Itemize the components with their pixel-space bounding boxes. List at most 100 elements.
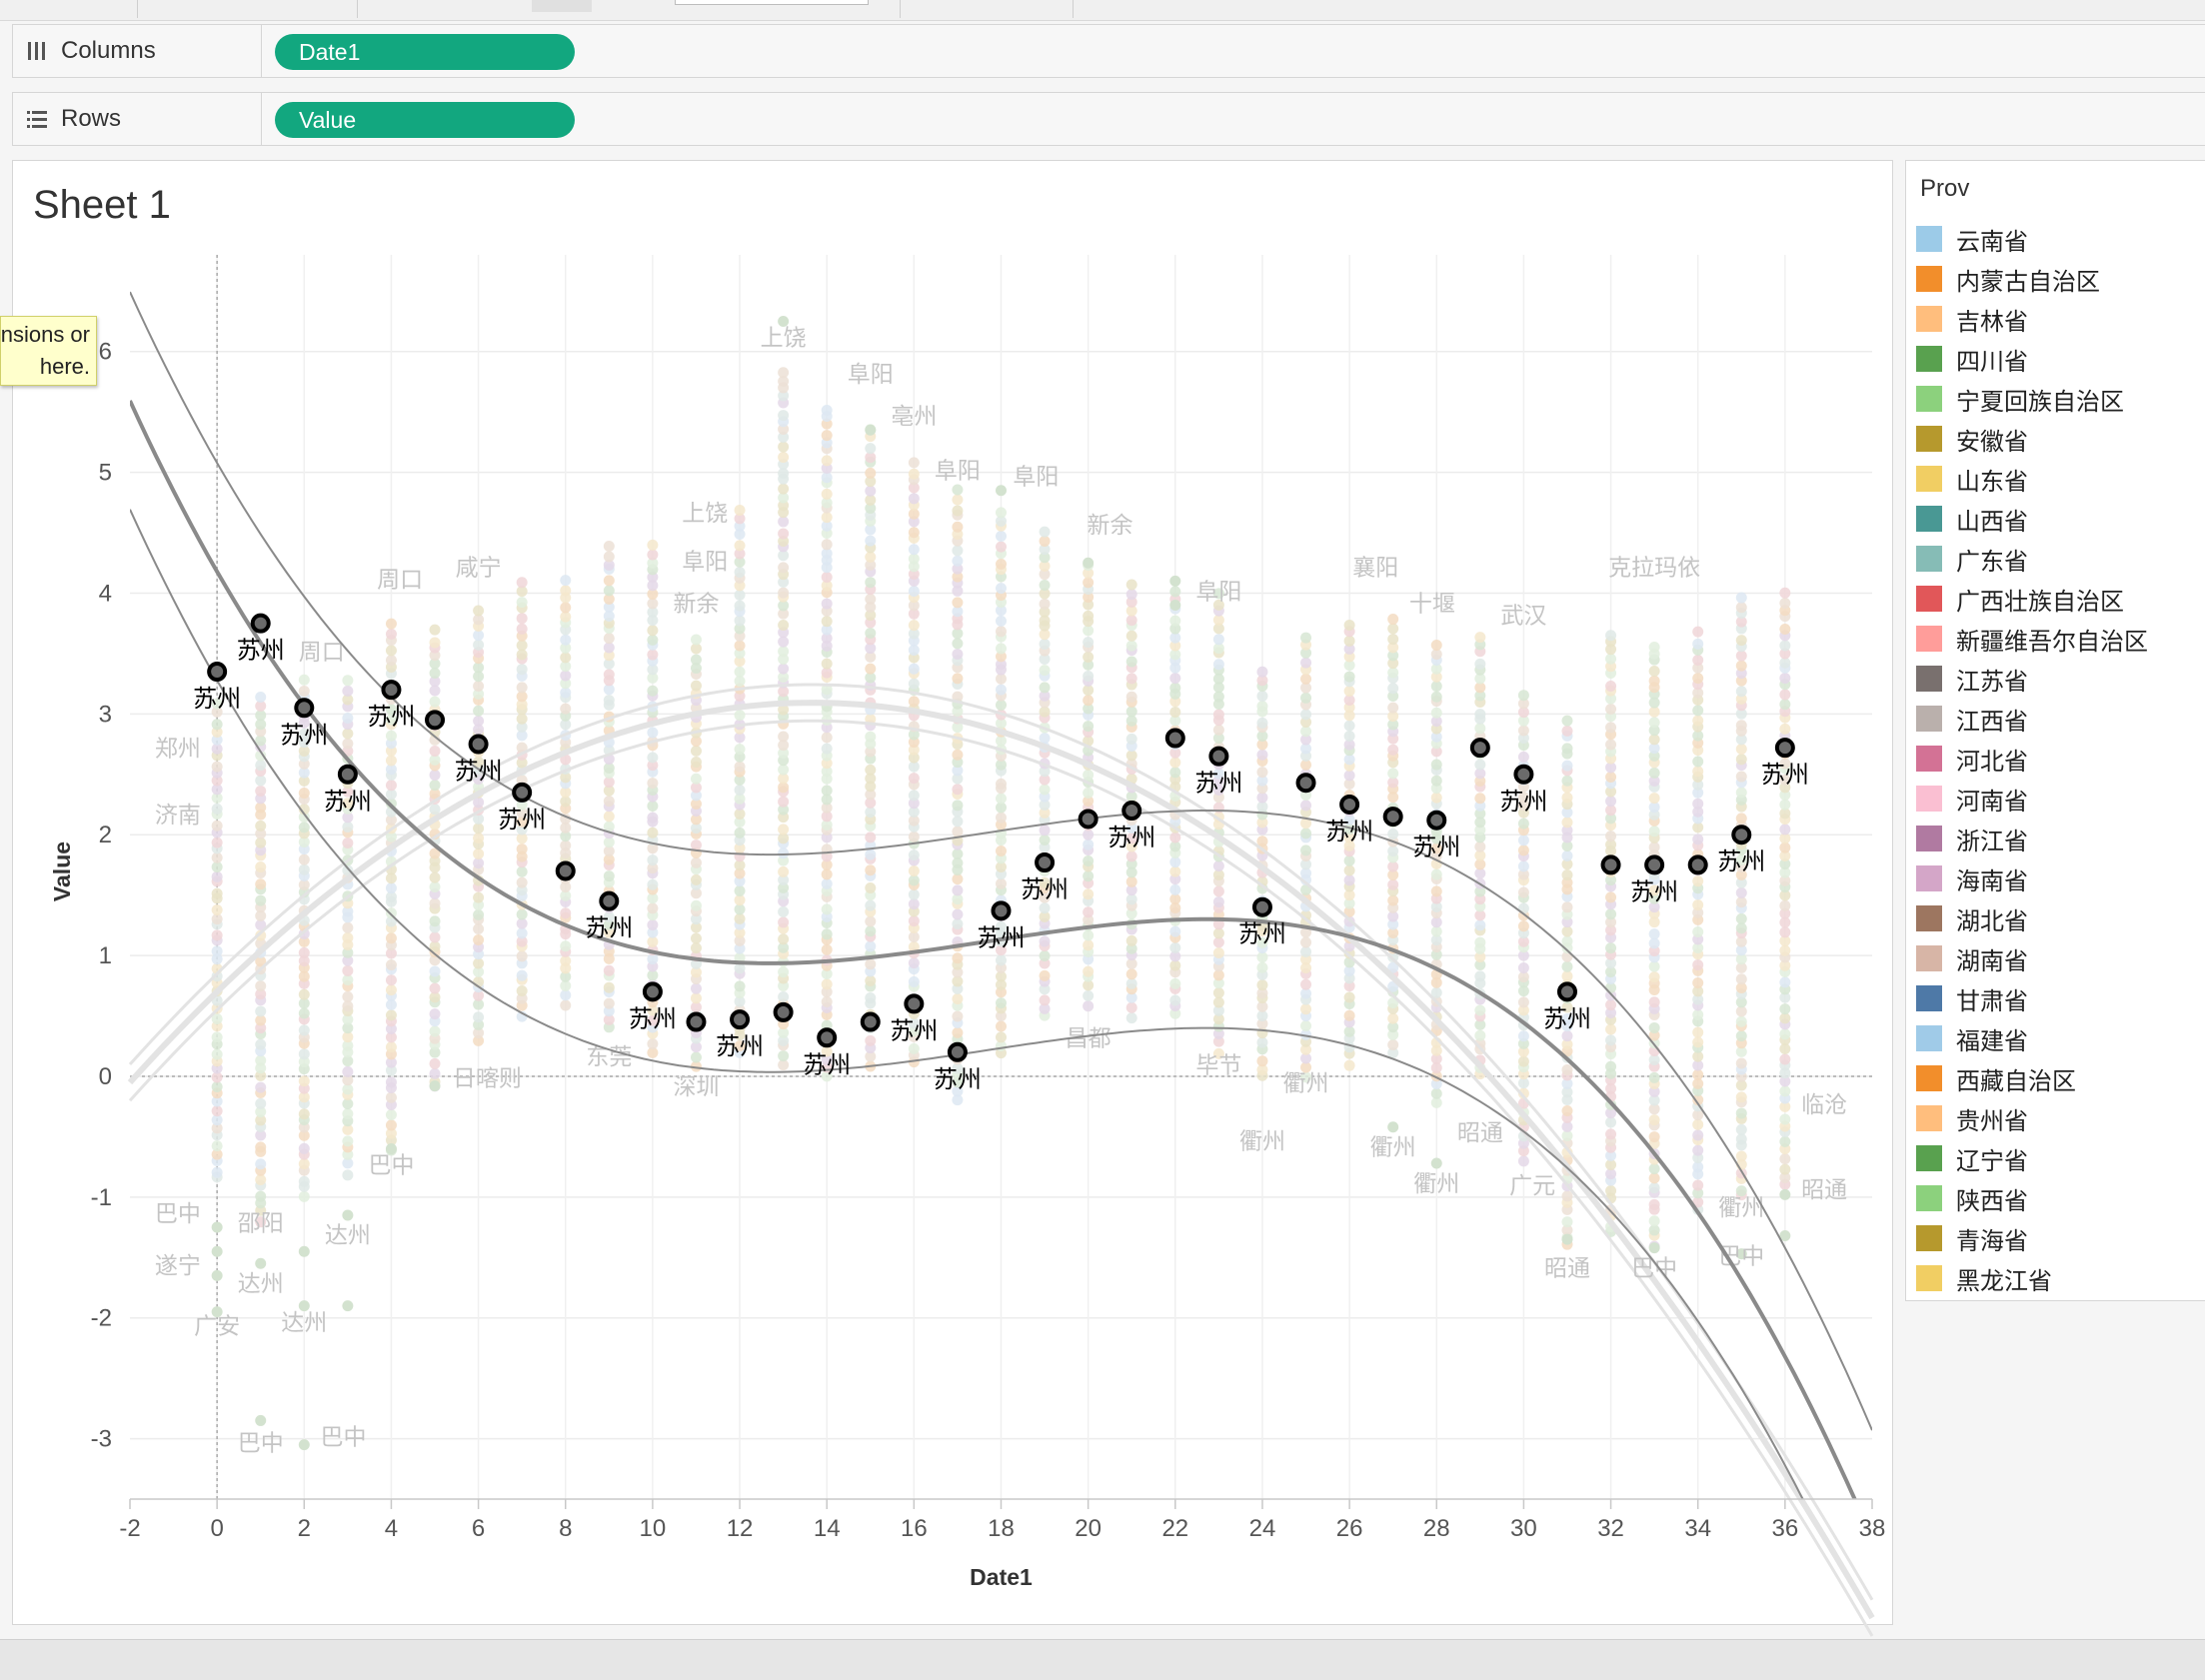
- background-mark: [1387, 926, 1399, 938]
- legend-item[interactable]: 江苏省: [1906, 659, 2205, 699]
- background-mark: [473, 630, 485, 642]
- background-mark: [1648, 960, 1660, 972]
- color-legend[interactable]: Prov 云南省 内蒙古自治区 吉林省 四川省 宁夏回族自治区 安徽省 山东省 山西省 广东省广…: [1905, 160, 2205, 1301]
- legend-item[interactable]: 江西省: [1906, 699, 2205, 739]
- highlight-point: [337, 764, 358, 785]
- background-mark: [385, 831, 397, 842]
- highlight-point-label: 苏州: [1412, 834, 1460, 861]
- legend-item[interactable]: 辽宁省: [1906, 1138, 2205, 1178]
- background-mark: [1387, 860, 1399, 872]
- legend-item[interactable]: 西藏自治区: [1906, 1058, 2205, 1098]
- legend-item[interactable]: 宁夏回族自治区: [1906, 379, 2205, 419]
- background-mark: [690, 823, 702, 835]
- background-mark: [385, 1056, 397, 1068]
- legend-item[interactable]: 云南省: [1906, 219, 2205, 259]
- background-mark: [255, 828, 267, 840]
- background-mark: [1692, 1144, 1704, 1156]
- toolbar-button[interactable]: [532, 0, 592, 12]
- background-mark: [1169, 673, 1181, 685]
- background-mark: [1169, 883, 1181, 895]
- background-mark: [778, 367, 790, 379]
- legend-swatch: [1916, 546, 1942, 572]
- background-mark: [1474, 909, 1486, 921]
- columns-shelf[interactable]: Columns Date1: [12, 24, 2205, 78]
- background-mark: [516, 850, 528, 862]
- highlight-point: [1469, 738, 1490, 759]
- legend-item[interactable]: 河南省: [1906, 779, 2205, 819]
- background-mark: [821, 858, 833, 870]
- rows-label: Rows: [61, 105, 122, 132]
- background-mark: [734, 556, 746, 568]
- background-mark: [1648, 1094, 1660, 1106]
- background-mark: [1300, 1061, 1312, 1073]
- background-mark: [647, 1046, 659, 1058]
- background-mark: [1561, 970, 1573, 982]
- highlight-point-label: 苏州: [1194, 770, 1242, 798]
- background-mark: [1083, 888, 1095, 900]
- legend-item[interactable]: 广东省: [1906, 539, 2205, 579]
- background-mark: [865, 881, 877, 893]
- legend-item[interactable]: 海南省: [1906, 858, 2205, 898]
- x-tick-label: 34: [1684, 1515, 1711, 1542]
- date1-pill[interactable]: Date1: [275, 34, 575, 70]
- background-mark: [690, 773, 702, 785]
- highlight-point: [686, 1011, 707, 1032]
- background-mark: [1561, 935, 1573, 947]
- background-mark: [952, 505, 964, 517]
- background-mark-label: 阜阳: [848, 362, 894, 388]
- background-mark: [385, 958, 397, 970]
- background-mark: [1561, 725, 1573, 737]
- legend-item[interactable]: 河北省: [1906, 739, 2205, 779]
- background-mark: [778, 847, 790, 859]
- background-mark: [734, 816, 746, 828]
- background-mark: [473, 639, 485, 651]
- background-mark: [1779, 648, 1791, 660]
- legend-item[interactable]: 新疆维吾尔自治区: [1906, 619, 2205, 659]
- background-mark: [734, 615, 746, 627]
- background-mark: [1212, 969, 1224, 981]
- background-mark: [821, 978, 833, 990]
- legend-item[interactable]: 陕西省: [1906, 1178, 2205, 1218]
- background-mark: [1692, 822, 1704, 834]
- background-mark: [255, 802, 267, 814]
- highlight-point-label: 苏州: [237, 637, 285, 665]
- legend-item[interactable]: 安徽省: [1906, 419, 2205, 459]
- legend-item[interactable]: 山西省: [1906, 499, 2205, 539]
- background-mark: [342, 1157, 354, 1169]
- background-mark: [690, 982, 702, 994]
- legend-item[interactable]: 湖南省: [1906, 938, 2205, 978]
- legend-item[interactable]: 内蒙古自治区: [1906, 259, 2205, 299]
- legend-item[interactable]: 吉林省: [1906, 299, 2205, 339]
- background-mark: [690, 856, 702, 868]
- legend-item[interactable]: 福建省: [1906, 1018, 2205, 1058]
- legend-item[interactable]: 山东省: [1906, 459, 2205, 499]
- legend-item[interactable]: 湖北省: [1906, 898, 2205, 938]
- rows-shelf[interactable]: Rows Value: [12, 92, 2205, 146]
- legend-item[interactable]: 黑龙江省: [1906, 1258, 2205, 1298]
- legend-item[interactable]: 甘肃省: [1906, 978, 2205, 1018]
- background-mark: [821, 667, 833, 679]
- background-mark: [603, 777, 615, 789]
- background-mark: [1300, 1071, 1312, 1083]
- background-mark: [1605, 908, 1617, 920]
- background-mark-label: 周口: [299, 640, 345, 666]
- background-mark: [211, 1095, 223, 1107]
- background-mark: [1648, 717, 1660, 729]
- background-mark: [690, 790, 702, 802]
- background-mark: [734, 827, 746, 839]
- toolbar-dropdown[interactable]: [675, 0, 869, 5]
- value-pill[interactable]: Value: [275, 102, 575, 138]
- background-mark: [603, 684, 615, 696]
- background-mark: [1648, 775, 1660, 787]
- legend-item[interactable]: 四川省: [1906, 339, 2205, 379]
- legend-item[interactable]: 贵州省: [1906, 1098, 2205, 1138]
- background-mark: [778, 390, 790, 402]
- legend-item[interactable]: 广西壮族自治区: [1906, 579, 2205, 619]
- legend-item[interactable]: 浙江省: [1906, 819, 2205, 858]
- background-mark: [1692, 959, 1704, 971]
- background-mark: [298, 674, 310, 686]
- background-mark: [734, 942, 746, 954]
- legend-label: 江西省: [1956, 708, 2028, 736]
- legend-item[interactable]: 青海省: [1906, 1218, 2205, 1258]
